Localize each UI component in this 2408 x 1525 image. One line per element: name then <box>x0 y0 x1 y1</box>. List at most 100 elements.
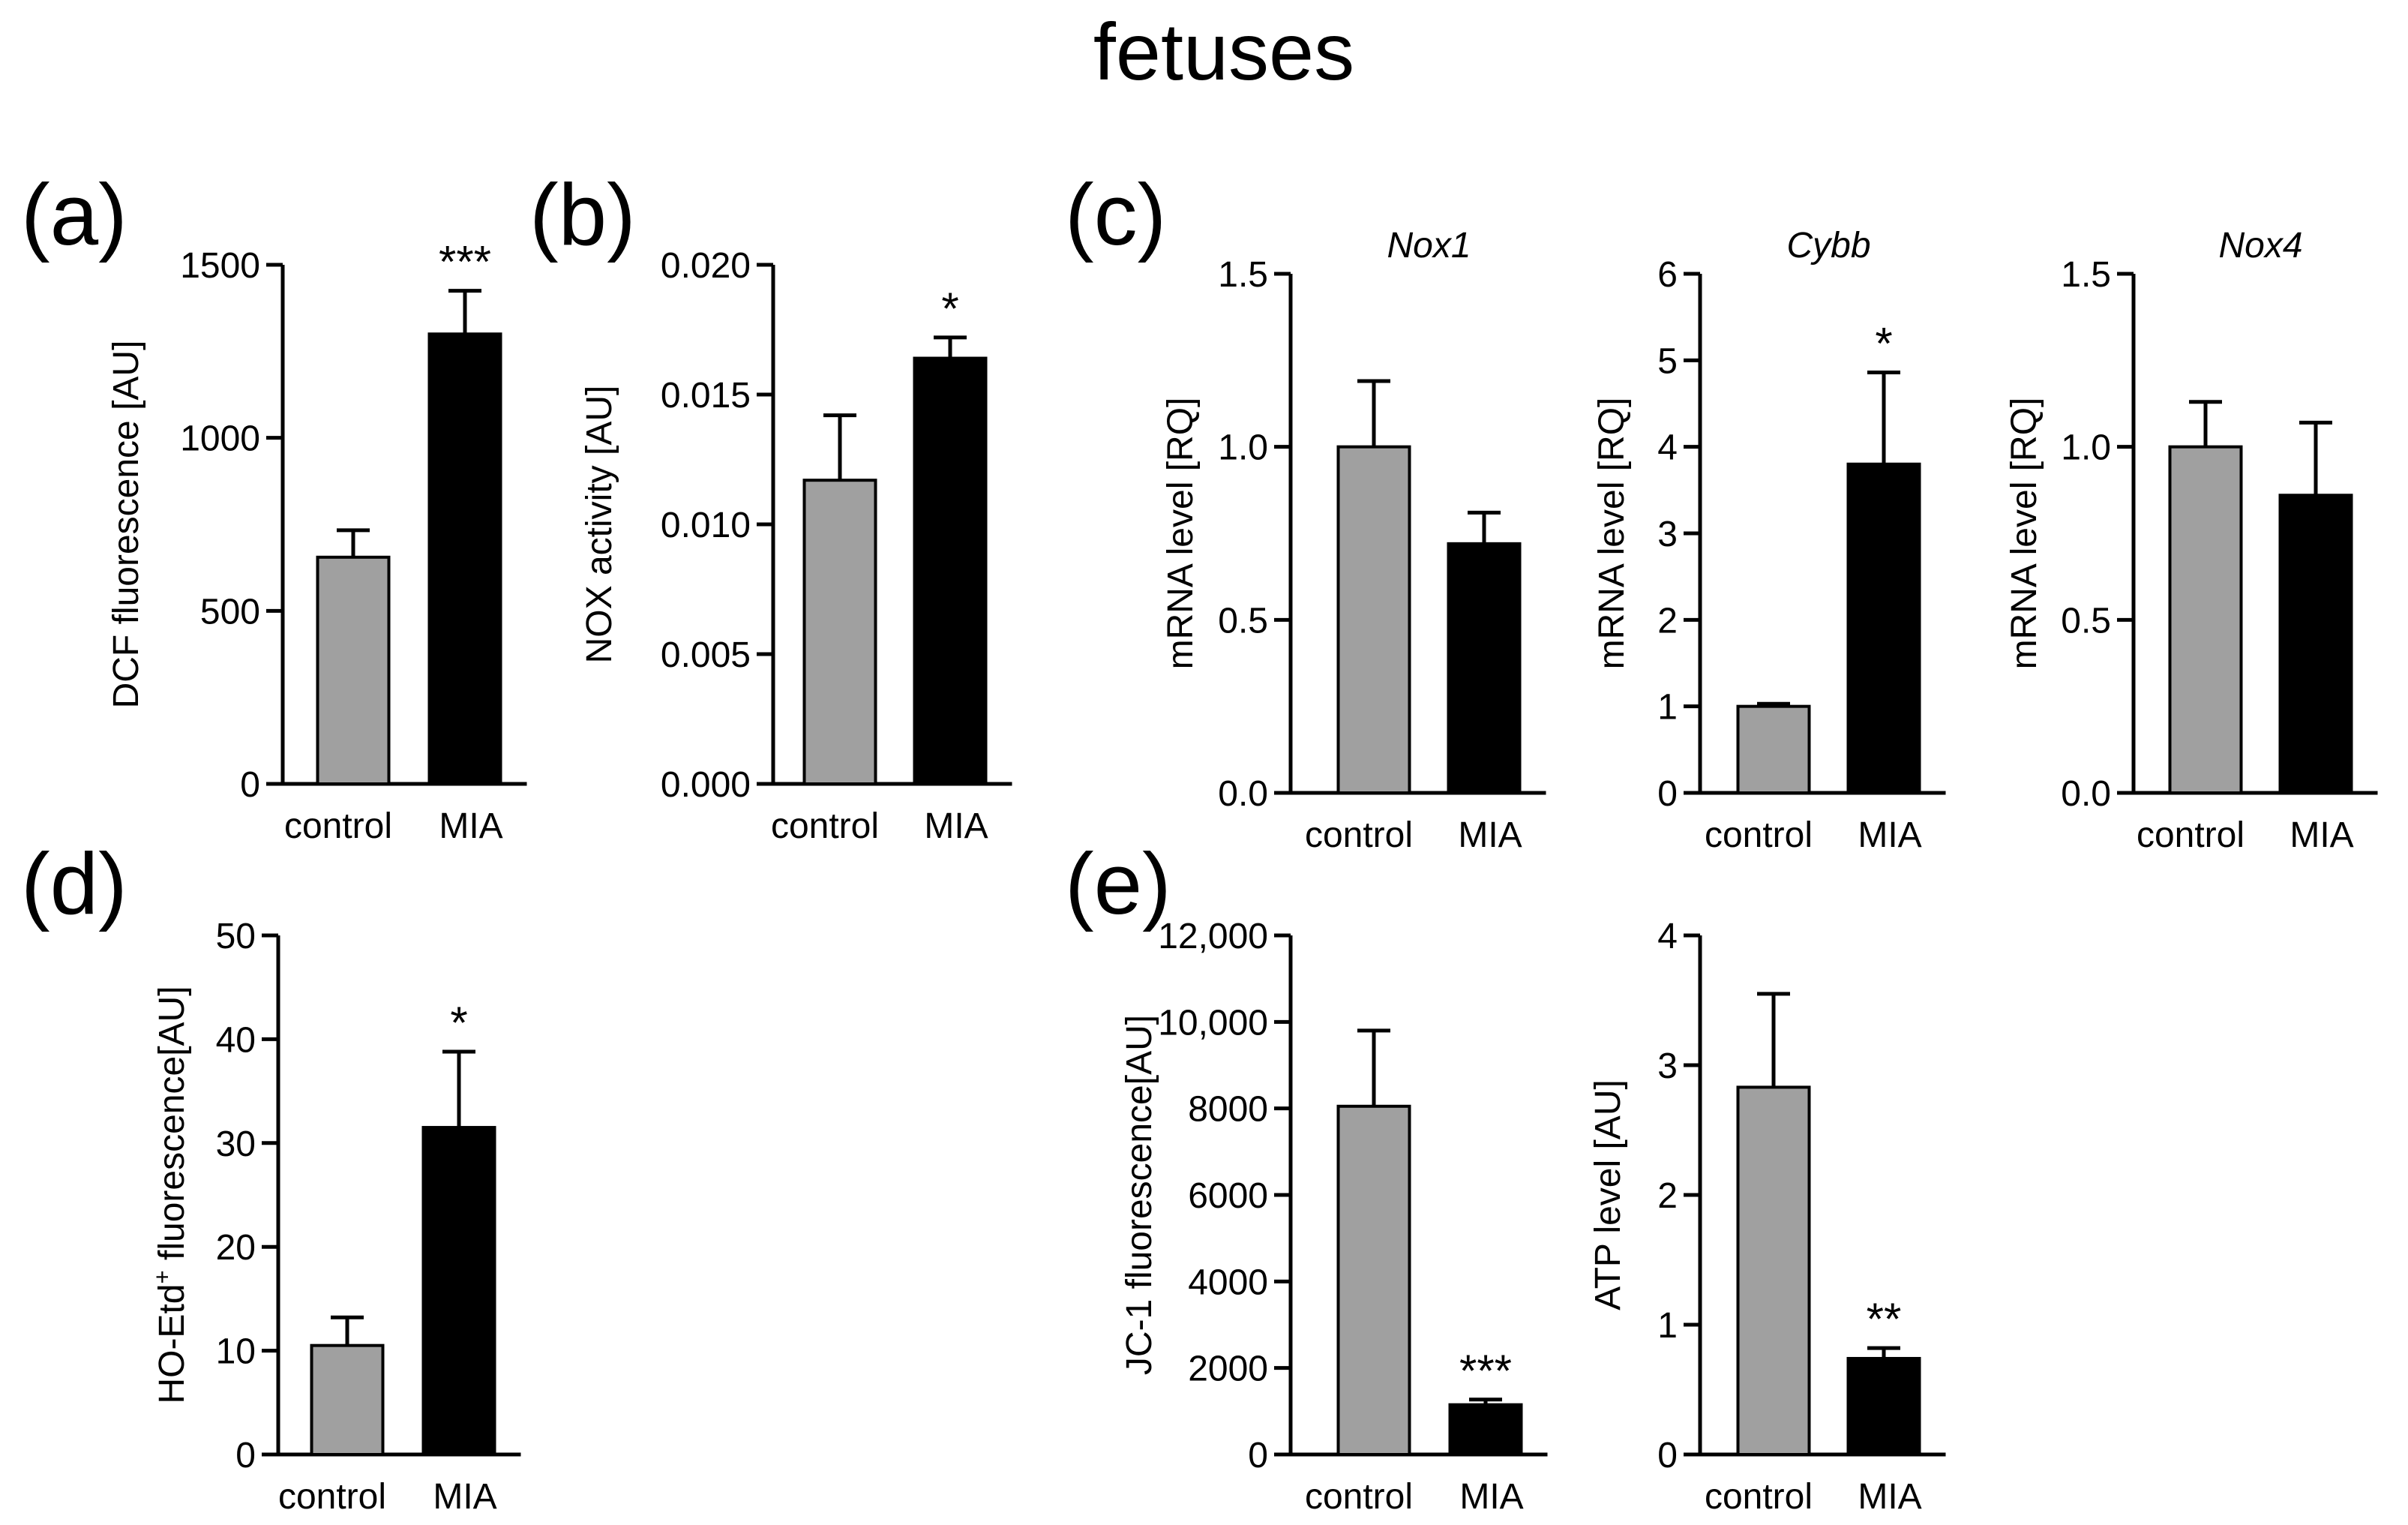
y-axis-label: ATP level [AU] <box>1588 1079 1628 1310</box>
category-label: control <box>1305 815 1413 855</box>
bar-MIA <box>1448 1403 1523 1457</box>
category-label: MIA <box>433 1477 496 1517</box>
bar-control <box>1336 1104 1411 1456</box>
bar-MIA <box>1846 1356 1921 1456</box>
y-tick-label: 0.000 <box>661 765 751 805</box>
category-label: MIA <box>924 806 988 846</box>
bar-MIA <box>427 332 502 785</box>
y-tick-label: 0.020 <box>661 246 751 286</box>
y-axis-label: HO-Etd+ fluorescence[AU] <box>149 986 192 1403</box>
category-label: MIA <box>1858 1477 1921 1517</box>
y-tick-label: 0 <box>235 1436 256 1475</box>
panel-label-a: (a) <box>21 166 127 263</box>
category-label: control <box>1705 815 1813 855</box>
y-tick-label: 3 <box>1657 515 1678 554</box>
category-label: control <box>284 806 392 846</box>
category-label: control <box>771 806 879 846</box>
bar-control <box>310 1343 385 1457</box>
panel-label-e: (e) <box>1065 835 1171 932</box>
chart-e1: 0 2000 4000 6000 8000 10,000 12,000 JC-1 fluore… <box>1120 917 1548 1517</box>
y-tick-label: 0 <box>240 765 260 805</box>
category-label: control <box>278 1477 386 1517</box>
y-tick-label: 3 <box>1657 1046 1678 1086</box>
y-tick-label: 8000 <box>1188 1090 1268 1130</box>
y-tick-label: 1 <box>1657 1306 1678 1346</box>
y-tick-label: 6 <box>1657 255 1678 295</box>
y-tick-label: 2 <box>1657 601 1678 641</box>
y-tick-label: 6000 <box>1188 1176 1268 1216</box>
significance-mark: * <box>450 998 467 1048</box>
y-tick-label: 1.5 <box>1218 255 1268 295</box>
y-tick-label: 0 <box>1657 1436 1678 1475</box>
y-axis-label: mRNA level [RQ] <box>2005 398 2044 670</box>
category-label: MIA <box>2290 815 2353 855</box>
y-tick-label: 0.0 <box>1218 774 1268 814</box>
y-tick-label: 50 <box>216 917 256 956</box>
y-tick-label: 2 <box>1657 1176 1678 1216</box>
figure-title: fetuses <box>1093 6 1354 97</box>
bar-MIA <box>2278 494 2353 795</box>
y-axis-label: NOX activity [AU] <box>580 386 619 664</box>
bar-control <box>1736 704 1811 795</box>
category-label: control <box>2137 815 2245 855</box>
chart-title: Nox4 <box>2218 226 2302 266</box>
y-tick-label: 0.0 <box>2061 774 2111 814</box>
bar-MIA <box>1846 462 1921 794</box>
y-tick-label: 0.015 <box>661 376 751 416</box>
y-tick-label: 1 <box>1657 688 1678 728</box>
y-tick-label: 0.005 <box>661 635 751 675</box>
category-label: MIA <box>439 806 502 846</box>
y-tick-label: 1000 <box>180 419 260 459</box>
y-tick-label: 1.0 <box>2061 428 2111 468</box>
chart-c1: 0.0 0.5 1.0 1.5 mRNA level [RQ] Nox1 control MI… <box>1161 226 1546 855</box>
y-tick-label: 4000 <box>1188 1262 1268 1302</box>
bar-MIA <box>913 356 988 785</box>
panel-label-d: (d) <box>21 835 127 932</box>
y-tick-label: 40 <box>216 1020 256 1060</box>
category-label: MIA <box>1458 815 1522 855</box>
y-tick-label: 10 <box>216 1332 256 1372</box>
y-tick-label: 1.0 <box>1218 428 1268 468</box>
y-tick-label: 12,000 <box>1158 917 1268 956</box>
y-tick-label: 5 <box>1657 341 1678 381</box>
chart-c2: 0 1 2 3 4 5 6 mRNA level [RQ] Cybb control * MIA <box>1592 226 1946 855</box>
y-tick-label: 10,000 <box>1158 1003 1268 1043</box>
bar-control <box>802 479 877 785</box>
chart-title: Cybb <box>1786 226 1870 266</box>
chart-c3: 0.0 0.5 1.0 1.5 mRNA level [RQ] Nox4 control MI… <box>2005 226 2378 855</box>
bar-control <box>1336 445 1411 795</box>
bar-control <box>316 555 391 785</box>
y-axis-label: mRNA level [RQ] <box>1592 398 1632 670</box>
y-axis-label: DCF fluorescence [AU] <box>106 341 146 709</box>
y-tick-label: 1500 <box>180 246 260 286</box>
chart-d: 0 10 20 30 40 50 HO-Etd+ fluorescence[AU] contr… <box>149 917 521 1517</box>
y-tick-label: 0.5 <box>2061 601 2111 641</box>
significance-mark: * <box>941 284 958 334</box>
bar-MIA <box>421 1126 496 1457</box>
panel-label-b: (b) <box>529 166 636 263</box>
y-tick-label: 0.5 <box>1218 601 1268 641</box>
significance-mark: *** <box>439 237 491 287</box>
category-label: MIA <box>1459 1477 1523 1517</box>
y-axis-label: JC-1 fluorescence[AU] <box>1120 1015 1159 1375</box>
category-label: MIA <box>1858 815 1921 855</box>
y-tick-label: 4 <box>1657 428 1678 468</box>
chart-a: 0 500 1000 1500 DCF fluorescence [AU] control… <box>106 237 527 846</box>
significance-mark: * <box>1875 318 1892 368</box>
y-tick-label: 0 <box>1248 1436 1268 1475</box>
chart-title: Nox1 <box>1387 226 1471 266</box>
bar-control <box>2168 445 2243 795</box>
significance-mark: ** <box>1867 1294 1902 1344</box>
y-tick-label: 2000 <box>1188 1349 1268 1389</box>
y-axis-label: mRNA level [RQ] <box>1161 398 1201 670</box>
category-label: control <box>1305 1477 1413 1517</box>
bar-control <box>1736 1085 1811 1457</box>
bar-MIA <box>1447 542 1522 795</box>
y-tick-label: 0.010 <box>661 506 751 545</box>
y-tick-label: 0 <box>1657 774 1678 814</box>
y-tick-label: 20 <box>216 1228 256 1268</box>
panel-label-c: (c) <box>1065 166 1166 263</box>
chart-b: 0.000 0.005 0.010 0.015 0.020 NOX activity [A… <box>580 246 1012 846</box>
y-tick-label: 500 <box>200 592 260 632</box>
